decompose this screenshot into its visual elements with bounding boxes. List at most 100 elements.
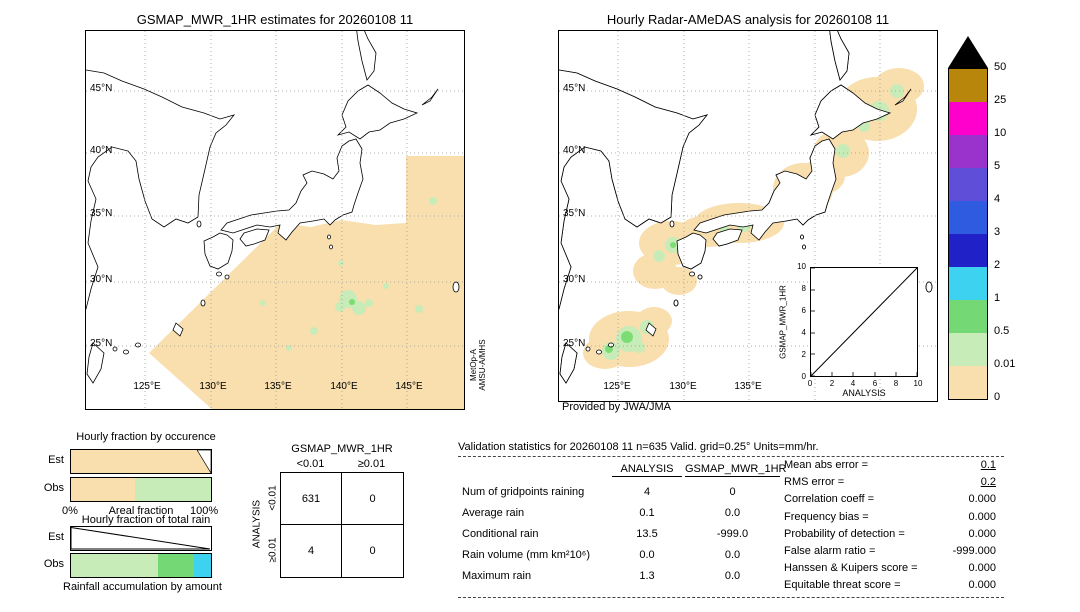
lat-tick-label: 25°N [90, 338, 113, 349]
inset-tick-label: 10 [797, 262, 806, 271]
colorbar-label: 0.5 [994, 325, 1010, 337]
contingency-cell: 631 [281, 473, 342, 525]
stats-divider-top [458, 456, 1004, 457]
inset-svg [810, 267, 918, 377]
inset-xlabel: ANALYSIS [842, 388, 886, 398]
colorbar-segment [949, 366, 987, 399]
contingency-col-header: <0.01 [296, 458, 325, 470]
inset-ylabel: GSMAP_MWR_1HR [778, 285, 788, 359]
metric-row: Correlation coeff = 0.000 [784, 493, 996, 510]
colorbar-scale [948, 68, 988, 400]
colorbar-label: 25 [994, 94, 1007, 106]
colorbar: 50 25 10 5 4 3 2 1 0.5 0.01 0 [948, 36, 1015, 403]
inset-tick-label: 0 [807, 379, 813, 388]
inset-tick-label: 6 [872, 379, 878, 388]
stat-value: 0.0 [724, 549, 741, 561]
inset-tick-label: 2 [801, 350, 806, 359]
est-occurrence-bar [70, 449, 212, 474]
metric-value: 0.000 [968, 527, 996, 540]
stats-col-header: ANALYSIS [612, 463, 682, 477]
inset-tick-label: 2 [829, 379, 835, 388]
metric-value: 0.000 [968, 562, 996, 575]
axis-title: Areal fraction [108, 505, 174, 517]
stat-value: 0.0 [724, 570, 741, 582]
inset-tick-label: 4 [850, 379, 856, 388]
colorbar-segment [949, 267, 987, 300]
est-totalrain-bar [70, 526, 212, 551]
metric-label: Correlation coeff = [784, 493, 874, 506]
contingency-title: GSMAP_MWR_1HR [291, 443, 393, 455]
stat-value: 4 [643, 486, 651, 498]
bar-segment [71, 450, 211, 473]
obs-totalrain-bar [70, 553, 212, 578]
lon-tick-label: 125°E [603, 381, 631, 392]
colorbar-segment [949, 201, 987, 234]
est-wedge [71, 527, 211, 550]
lat-tick-label: 40°N [563, 145, 586, 156]
contingency-col-header: ≥0.01 [357, 458, 386, 470]
bar-segment [194, 554, 211, 577]
colorbar-label: 0.01 [994, 358, 1016, 370]
contingency-table: 631 0 4 0 [280, 472, 404, 578]
bar-segment [71, 554, 158, 577]
contingency-row-header: <0.01 [267, 485, 279, 511]
metric-row: Equitable threat score = 0.000 [784, 579, 996, 596]
metric-label: Equitable threat score = [784, 579, 901, 592]
inset-tick-label: 0 [801, 372, 806, 381]
bar-segment [157, 554, 195, 577]
chart-caption: Rainfall accumulation by amount [63, 581, 222, 593]
colorbar-segment [949, 168, 987, 201]
metric-value: 0.000 [968, 579, 996, 592]
left-map-title: GSMAP_MWR_1HR estimates for 20260108 11 [136, 12, 414, 27]
lat-tick-label: 30°N [563, 274, 586, 285]
obs-row-label: Obs [43, 482, 64, 494]
lat-tick-label: 45°N [563, 83, 586, 94]
lon-tick-label: 130°E [669, 381, 697, 392]
colorbar-segment [949, 102, 987, 135]
metric-value: -999.000 [952, 544, 996, 557]
bar-segment [71, 478, 136, 501]
lon-tick-label: 125°E [133, 381, 161, 392]
credit-label: Provided by JWA/JMA [562, 401, 672, 413]
inset-tick-label: 8 [893, 379, 899, 388]
stats-col-header: GSMAP_MWR_1HR [685, 463, 787, 477]
metric-row: Mean abs error = 0.1 [784, 459, 996, 476]
stats-divider-bottom [458, 597, 1004, 598]
lat-tick-label: 35°N [90, 208, 113, 219]
instrument-label: MetOp-A AMSU-A/MHS [468, 339, 487, 391]
contingency-row-axis-label: ANALYSIS [251, 499, 263, 549]
colorbar-label: 3 [994, 226, 1001, 238]
metric-label: Hanssen & Kuipers score = [784, 562, 918, 575]
inset-diagonal [810, 267, 918, 377]
lat-tick-label: 40°N [90, 145, 113, 156]
metrics-list: Mean abs error = 0.1 RMS error = 0.2 Corre… [784, 459, 996, 597]
stat-value: -999.0 [716, 528, 749, 540]
inset-tick-label: 8 [801, 284, 806, 293]
bar-segment [135, 478, 211, 501]
colorbar-label: 0 [994, 391, 1001, 403]
colorbar-overflow-triangle [948, 36, 988, 68]
lon-tick-label: 145°E [395, 381, 423, 392]
contingency-cell: 0 [342, 473, 403, 525]
contingency-cell: 0 [369, 545, 376, 557]
stat-label: Maximum rain [462, 570, 532, 582]
colorbar-label: 50 [994, 61, 1007, 73]
rain-blobs [260, 197, 437, 351]
est-row-label: Est [48, 531, 64, 543]
metric-row: Hanssen & Kuipers score = 0.000 [784, 562, 996, 579]
stat-value: 0.0 [639, 549, 655, 561]
contingency-row-header: ≥0.01 [267, 537, 279, 563]
colorbar-label: 1 [994, 292, 1001, 304]
metric-label: Mean abs error = [784, 459, 869, 471]
stat-value: 0.0 [724, 507, 741, 519]
obs-row-label: Obs [43, 558, 64, 570]
stat-label: Num of gridpoints raining [462, 486, 585, 498]
stat-label: Rain volume (mm km²10⁶) [462, 549, 590, 561]
inset-tick-label: 6 [801, 306, 806, 315]
satellite-swath [149, 156, 464, 409]
occurrence-chart-title: Hourly fraction by occurence [76, 431, 216, 443]
colorbar-label: 2 [994, 259, 1001, 271]
stat-value: 13.5 [636, 528, 658, 540]
metric-row: False alarm ratio = -999.000 [784, 545, 996, 562]
lat-tick-label: 45°N [90, 83, 113, 94]
